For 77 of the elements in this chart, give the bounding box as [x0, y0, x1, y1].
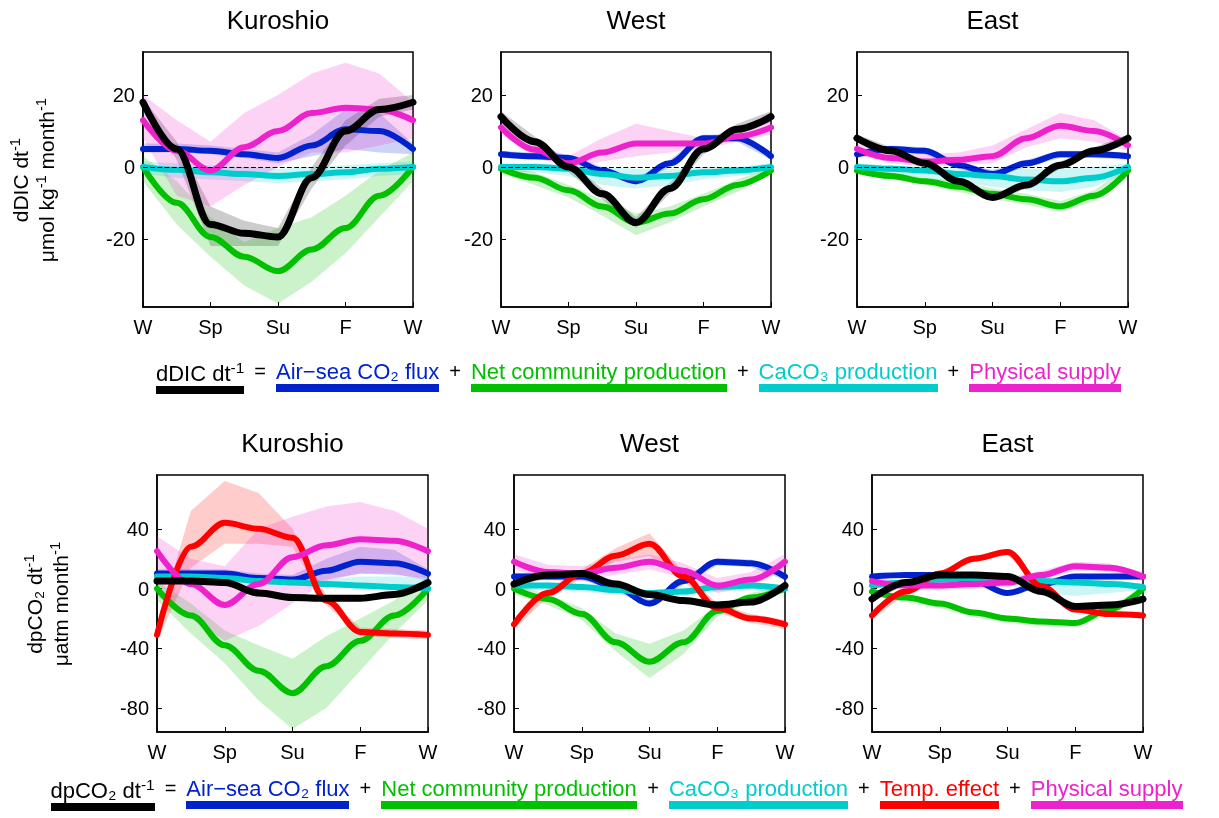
x-tick-label: Su: [995, 741, 1020, 763]
x-tick-label: Sp: [912, 316, 937, 338]
chart-title: West: [619, 428, 680, 459]
x-tick-label: Sp: [212, 741, 237, 763]
x-tick-label: W: [775, 741, 795, 763]
text: CaCO₃ production: [668, 776, 848, 801]
x-tick-label: Sp: [569, 741, 594, 763]
text: dpCO₂ dt$^{-1}$: [50, 776, 155, 804]
text: Air−sea CO₂ flux: [275, 359, 440, 384]
x-tick-label: W: [491, 316, 511, 338]
y-tick-label: -80: [477, 697, 506, 720]
y-tick-label: -40: [835, 637, 864, 660]
text: +: [1008, 777, 1022, 800]
x-tick-label: F: [697, 316, 710, 338]
y-tick-label: 0: [837, 155, 849, 178]
y-tick-label: -20: [464, 227, 493, 250]
y-tick-label: -20: [820, 227, 849, 250]
y-tick-label: -80: [120, 697, 149, 720]
y-tick-label: 0: [494, 577, 506, 600]
text: CaCO₃ production: [758, 359, 938, 384]
y-tick-label: -40: [477, 637, 506, 660]
text: Temp. effect: [879, 776, 1000, 801]
x-tick-label: W: [1118, 316, 1138, 338]
x-tick-label: Su: [623, 316, 649, 338]
x-tick-label: W: [133, 316, 153, 338]
x-tick-label: W: [147, 741, 167, 763]
text: Physical supply: [1030, 776, 1183, 801]
y-tick-label: 20: [112, 84, 135, 107]
x-tick-label: Su: [265, 316, 291, 338]
chart-title: West: [605, 5, 667, 36]
text: +: [358, 777, 373, 800]
y-tick-label: 40: [841, 517, 864, 540]
text: Net community production: [470, 359, 727, 384]
text: +: [946, 360, 961, 383]
text: =: [163, 777, 178, 800]
text: +: [856, 777, 871, 800]
y-tick-label: -40: [120, 637, 149, 660]
x-tick-label: W: [418, 741, 438, 763]
text: dDIC dt$^{-1}$: [156, 359, 245, 387]
x-tick-label: F: [1069, 741, 1082, 763]
chart-title: East: [965, 5, 1020, 36]
x-tick-label: Su: [637, 741, 662, 763]
text: +: [448, 360, 462, 383]
x-tick-label: W: [847, 316, 867, 338]
y-tick-label: 0: [852, 577, 864, 600]
text: Physical supply: [969, 359, 1122, 384]
x-tick-label: W: [403, 316, 423, 338]
y-tick-label: 20: [826, 84, 849, 107]
y-tick-label: -20: [106, 227, 135, 250]
y-tick-label: 0: [137, 577, 149, 600]
chart-title: Kuroshio: [225, 5, 331, 36]
text: =: [253, 360, 267, 383]
y-tick-label: 40: [483, 517, 506, 540]
x-tick-label: F: [354, 741, 367, 763]
chart-title: Kuroshio: [240, 428, 345, 459]
text: +: [646, 777, 660, 800]
y-tick-label: 20: [470, 84, 493, 107]
y-tick-label: 40: [126, 517, 149, 540]
x-tick-label: W: [504, 741, 524, 763]
x-tick-label: Sp: [198, 316, 223, 338]
y-tick-label: -80: [835, 697, 864, 720]
text: Net community production: [381, 776, 638, 801]
x-tick-label: F: [1054, 316, 1067, 338]
x-tick-label: F: [711, 741, 724, 763]
x-tick-label: Sp: [927, 741, 952, 763]
y-tick-label: 0: [123, 155, 135, 178]
text: Air−sea CO₂ flux: [186, 776, 350, 801]
x-tick-label: W: [761, 316, 781, 338]
x-tick-label: Su: [280, 741, 305, 763]
x-tick-label: W: [862, 741, 882, 763]
y-tick-label: 0: [481, 155, 493, 178]
chart-title: East: [980, 428, 1035, 459]
x-tick-label: F: [339, 316, 352, 338]
x-tick-label: Su: [980, 316, 1005, 338]
text: +: [735, 360, 750, 383]
x-tick-label: W: [1133, 741, 1153, 763]
x-tick-label: Sp: [556, 316, 581, 338]
